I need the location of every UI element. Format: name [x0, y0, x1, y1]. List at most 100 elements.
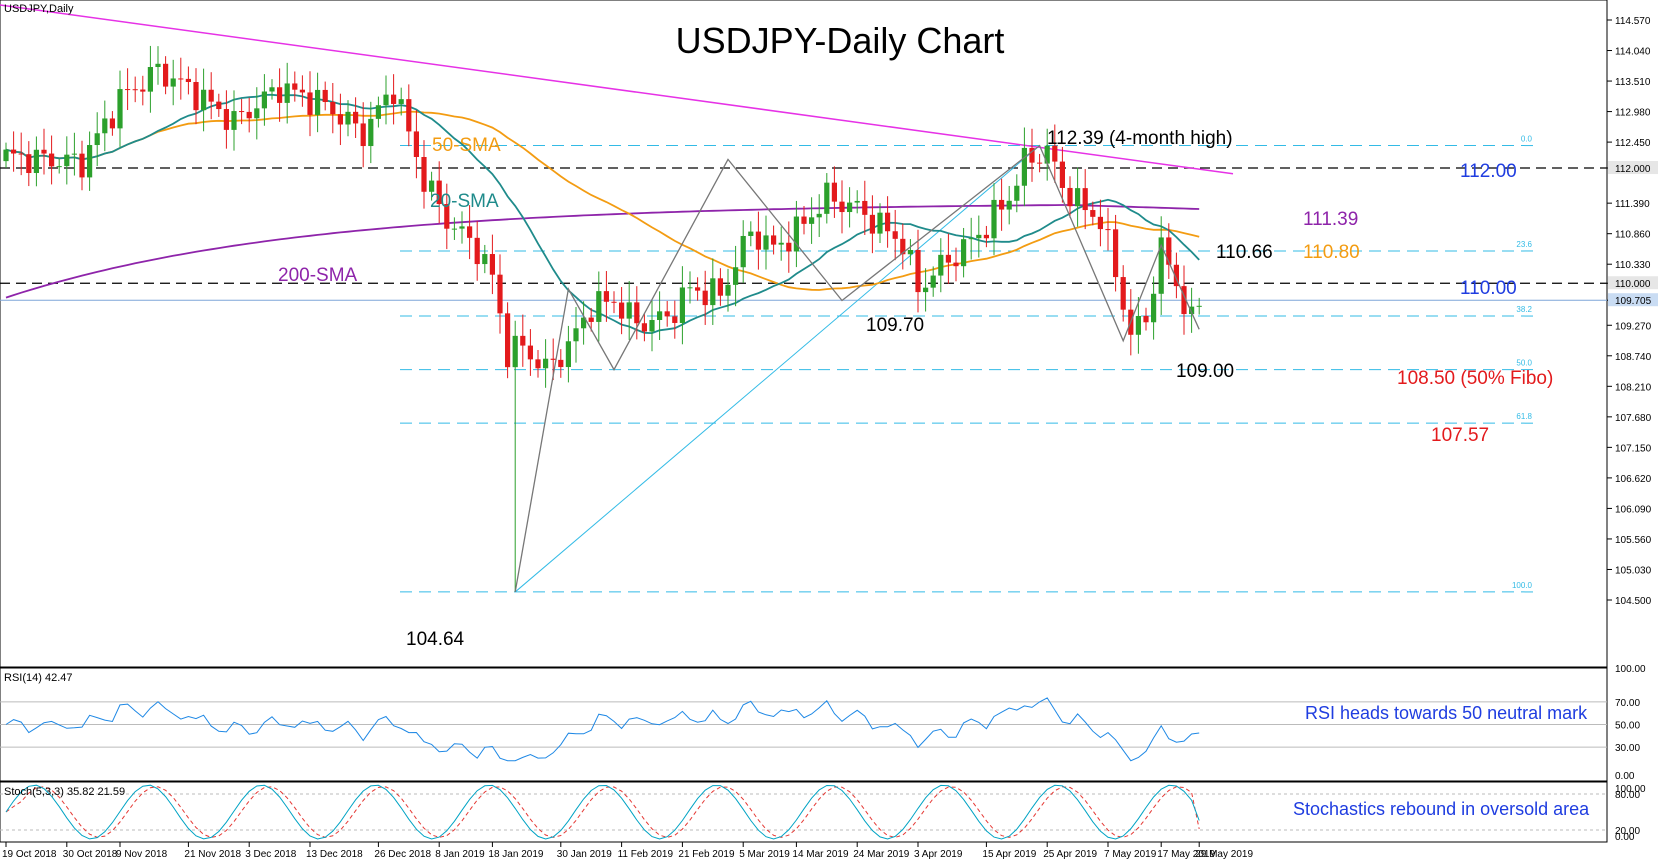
candle-body	[596, 291, 602, 322]
candle-body	[1044, 145, 1050, 164]
label-112: 112.00	[1460, 161, 1517, 182]
rsi-note: RSI heads towards 50 neutral mark	[1305, 703, 1588, 723]
stoch-main-line	[5, 784, 1200, 840]
candle-body	[299, 89, 305, 93]
label-110: 110.00	[1460, 278, 1517, 299]
candle-body	[406, 99, 412, 132]
candle-body	[1090, 210, 1096, 217]
fibo-ratio-label: 61.8	[1516, 412, 1532, 421]
candle-body	[679, 287, 685, 323]
fibo-ratio-label: 0.0	[1521, 135, 1533, 144]
candle-body	[505, 313, 511, 368]
candle-body	[315, 89, 321, 115]
date-tick-label: 25 Apr 2019	[1043, 849, 1097, 860]
candle-body	[307, 92, 313, 115]
stoch-axis-label: 20.00	[1615, 826, 1640, 837]
candle-body	[26, 154, 32, 174]
price-tick-label: 108.740	[1615, 352, 1652, 363]
candle-body	[520, 335, 526, 346]
candle-body	[1151, 293, 1157, 323]
candlesticks	[3, 45, 1202, 592]
candle-body	[839, 201, 845, 213]
candle-body	[892, 231, 898, 239]
candle-body	[535, 359, 541, 369]
candle-body	[330, 102, 336, 115]
date-tick-label: 5 Mar 2019	[739, 849, 790, 860]
fibo-ratio-label: 50.0	[1516, 359, 1532, 368]
candle-body	[261, 91, 267, 109]
rsi-axis-label: 30.00	[1615, 743, 1640, 754]
candle-body	[421, 157, 427, 192]
candle-body	[444, 204, 450, 229]
candle-body	[748, 231, 754, 236]
candle-body	[246, 111, 252, 119]
date-tick-label: 14 Mar 2019	[792, 849, 849, 860]
candle-body	[550, 358, 556, 360]
fibonacci-levels: 0.0 23.6 38.2 50.0 61.8 100.0	[400, 135, 1535, 593]
descending-trendline	[0, 4, 1234, 175]
candle-body	[740, 235, 746, 268]
candle-body	[337, 114, 343, 125]
price-tick-label: 112.980	[1615, 108, 1651, 119]
candle-body	[1181, 286, 1187, 315]
candle-body	[1014, 185, 1020, 201]
candle-body	[18, 153, 24, 155]
candle-body	[1029, 147, 1035, 163]
candle-body	[831, 182, 837, 202]
candle-body	[915, 249, 921, 293]
fibo-ratio-label: 23.6	[1516, 240, 1532, 249]
fibo-ratio-label: 100.0	[1512, 581, 1533, 590]
date-tick-label: 17 May 2019	[1157, 849, 1215, 860]
candle-body	[360, 123, 366, 147]
candle-body	[132, 89, 138, 91]
candle-body	[710, 278, 716, 306]
main-panel-frame	[0, 0, 1608, 668]
symbol-label: USDJPY,Daily	[4, 3, 74, 15]
candle-body	[1143, 315, 1149, 323]
candle-body	[1052, 145, 1058, 162]
candle-body	[573, 328, 579, 342]
price-tick-label: 109.705	[1615, 296, 1652, 307]
candle-body	[983, 234, 989, 239]
date-tick-label: 8 Jan 2019	[435, 849, 485, 860]
candle-body	[1082, 188, 1088, 211]
candle-body	[201, 89, 207, 111]
label-low: 104.64	[406, 629, 465, 650]
candle-body	[125, 89, 131, 91]
candle-body	[1120, 277, 1126, 310]
candle-body	[11, 149, 17, 154]
candle-body	[482, 254, 488, 265]
price-tick-label: 114.570	[1615, 16, 1651, 27]
candle-body	[1097, 216, 1103, 230]
sma-50-line	[5, 110, 1200, 291]
candle-body	[292, 83, 298, 90]
candle-body	[398, 99, 404, 104]
candle-body	[1105, 229, 1111, 231]
candle-body	[436, 180, 442, 205]
candle-body	[87, 145, 93, 178]
price-tick-label: 105.560	[1615, 535, 1652, 546]
candle-body	[391, 94, 397, 104]
date-tick-label: 13 Dec 2018	[306, 849, 363, 860]
candle-body	[1196, 305, 1202, 307]
candle-body	[474, 237, 480, 265]
stoch-panel-frame	[0, 781, 1608, 843]
candle-body	[649, 319, 655, 332]
candle-body	[603, 291, 609, 302]
label-109-70: 109.70	[866, 315, 924, 336]
rsi-axis-label: 0.00	[1615, 771, 1635, 782]
date-tick-label: 30 Oct 2018	[63, 849, 118, 860]
price-tick-label: 108.210	[1615, 382, 1652, 393]
candle-body	[733, 267, 739, 285]
candle-body	[467, 226, 473, 238]
label-109: 109.00	[1176, 361, 1234, 382]
candle-body	[907, 249, 913, 255]
price-tick-label: 111.390	[1615, 199, 1650, 210]
candle-body	[368, 118, 374, 147]
trend-lines	[0, 4, 1234, 175]
candle-body	[854, 200, 860, 203]
candle-body	[1113, 229, 1119, 278]
candle-body	[56, 166, 62, 168]
candle-body	[1059, 161, 1065, 188]
candle-body	[687, 287, 693, 289]
